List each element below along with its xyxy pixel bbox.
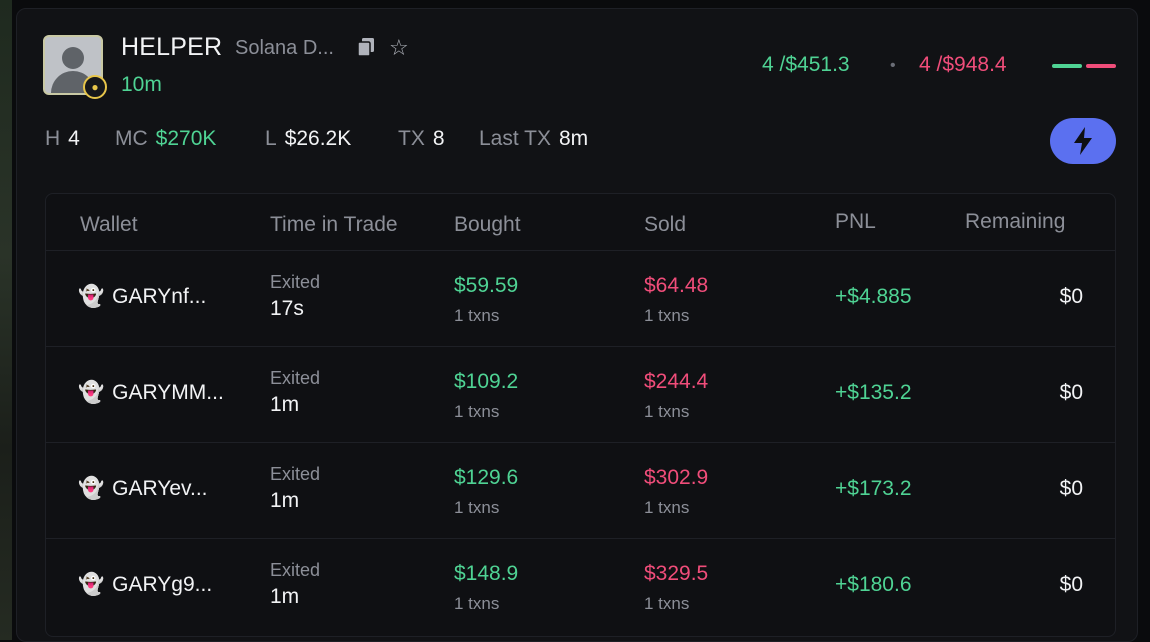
trade-duration: 1m [270,489,300,512]
traders-table: Wallet Time in Trade Bought Sold PNL Rem… [45,193,1116,637]
sell-ratio-bar [1086,64,1116,68]
sold-txns: 1 txns [644,306,690,325]
wallet-cell[interactable]: 👻 GARYnf... [78,285,206,309]
ghost-icon: 👻 [78,573,105,596]
stat-liquidity: L $26.2K [265,127,351,151]
wallet-cell[interactable]: 👻 GARYev... [78,477,208,501]
pnl-value: +$180.6 [835,573,912,596]
stat-label: MC [115,127,148,150]
table-row[interactable]: 👻 GARYMM... Exited 1m $109.2 1 txns $244.… [46,347,1115,443]
wallet-address[interactable]: GARYev... [112,477,208,500]
bought-amount: $148.9 [454,562,519,585]
token-panel: ● HELPER Solana D... ☆ 10m 4 /$451.3 • 4… [16,8,1138,642]
remaining-value: $0 [1059,381,1083,404]
trade-status: Exited [270,560,321,580]
token-avatar[interactable] [43,35,103,95]
header-wallet[interactable]: Wallet [80,213,138,236]
stat-value: 8 [432,127,445,150]
trade-status: Exited [270,368,321,388]
header-pnl[interactable]: PNL [835,210,876,233]
background-strip [0,0,12,640]
buys-summary: 4 /$451.3 [762,53,850,76]
token-name[interactable]: HELPER [121,33,223,61]
table-header: Wallet Time in Trade Bought Sold PNL Rem… [46,194,1115,251]
sold-txns: 1 txns [644,402,690,421]
sold-amount: $64.48 [644,274,709,297]
pnl-value: +$135.2 [835,381,912,404]
avatar-head-shape [62,47,84,69]
stat-transactions: TX 8 [398,127,445,151]
table-row[interactable]: 👻 GARYg9... Exited 1m $148.9 1 txns $329.… [46,539,1115,634]
bought-amount: $59.59 [454,274,519,297]
remaining-value: $0 [1059,285,1083,308]
wallet-cell[interactable]: 👻 GARYMM... [78,381,224,405]
token-subtitle: Solana D... [235,37,334,59]
star-icon[interactable]: ☆ [389,35,409,60]
ghost-icon: 👻 [78,381,105,404]
bought-txns: 1 txns [454,306,500,325]
token-age: 10m [121,73,162,96]
wallet-address[interactable]: GARYg9... [112,573,213,596]
bought-txns: 1 txns [454,402,500,421]
bought-amount: $109.2 [454,370,519,393]
sold-txns: 1 txns [644,594,690,613]
sold-txns: 1 txns [644,498,690,517]
stat-last-tx: Last TX 8m [479,127,588,151]
pnl-value: +$4.885 [835,285,912,308]
header-sold[interactable]: Sold [644,213,687,236]
wallet-address[interactable]: GARYnf... [112,285,207,308]
sold-amount: $244.4 [644,370,709,393]
trade-duration: 1m [270,585,300,608]
lightning-bolt-icon [1074,127,1092,155]
header-bought[interactable]: Bought [454,213,521,236]
trade-duration: 17s [270,297,304,320]
stat-value: 4 [68,127,80,150]
remaining-value: $0 [1059,477,1083,500]
copy-icon[interactable] [358,38,374,56]
ghost-icon: 👻 [78,285,105,308]
wallet-address[interactable]: GARYMM... [112,381,224,404]
trade-duration: 1m [270,393,300,416]
ghost-icon: 👻 [78,477,105,500]
remaining-value: $0 [1059,573,1083,596]
trade-status: Exited [270,272,321,292]
header-remaining[interactable]: Remaining [965,210,1066,233]
sold-amount: $302.9 [644,466,709,489]
buy-ratio-bar [1052,64,1082,68]
pill-icon: ● [83,75,107,99]
stat-value: $26.2K [284,127,352,150]
bought-txns: 1 txns [454,498,500,517]
wallet-cell[interactable]: 👻 GARYg9... [78,573,212,597]
table-row[interactable]: 👻 GARYev... Exited 1m $129.6 1 txns $302.… [46,443,1115,539]
stat-value: $270K [155,127,217,150]
stat-label: Last TX [479,127,551,150]
bought-amount: $129.6 [454,466,519,489]
trade-status: Exited [270,464,321,484]
pnl-value: +$173.2 [835,477,912,500]
stat-label: H [45,127,61,150]
quick-buy-button[interactable] [1050,118,1116,164]
table-row[interactable]: 👻 GARYnf... Exited 17s $59.59 1 txns $64.… [46,251,1115,347]
sells-summary: 4 /$948.4 [919,53,1007,76]
stat-market-cap: MC $270K [115,127,216,151]
stat-label: TX [398,127,425,150]
stat-value: 8m [558,127,589,150]
sold-amount: $329.5 [644,562,709,585]
bought-txns: 1 txns [454,594,500,613]
stat-label: L [265,127,277,150]
header-time-in-trade[interactable]: Time in Trade [270,213,398,236]
summary-separator: • [890,57,896,74]
